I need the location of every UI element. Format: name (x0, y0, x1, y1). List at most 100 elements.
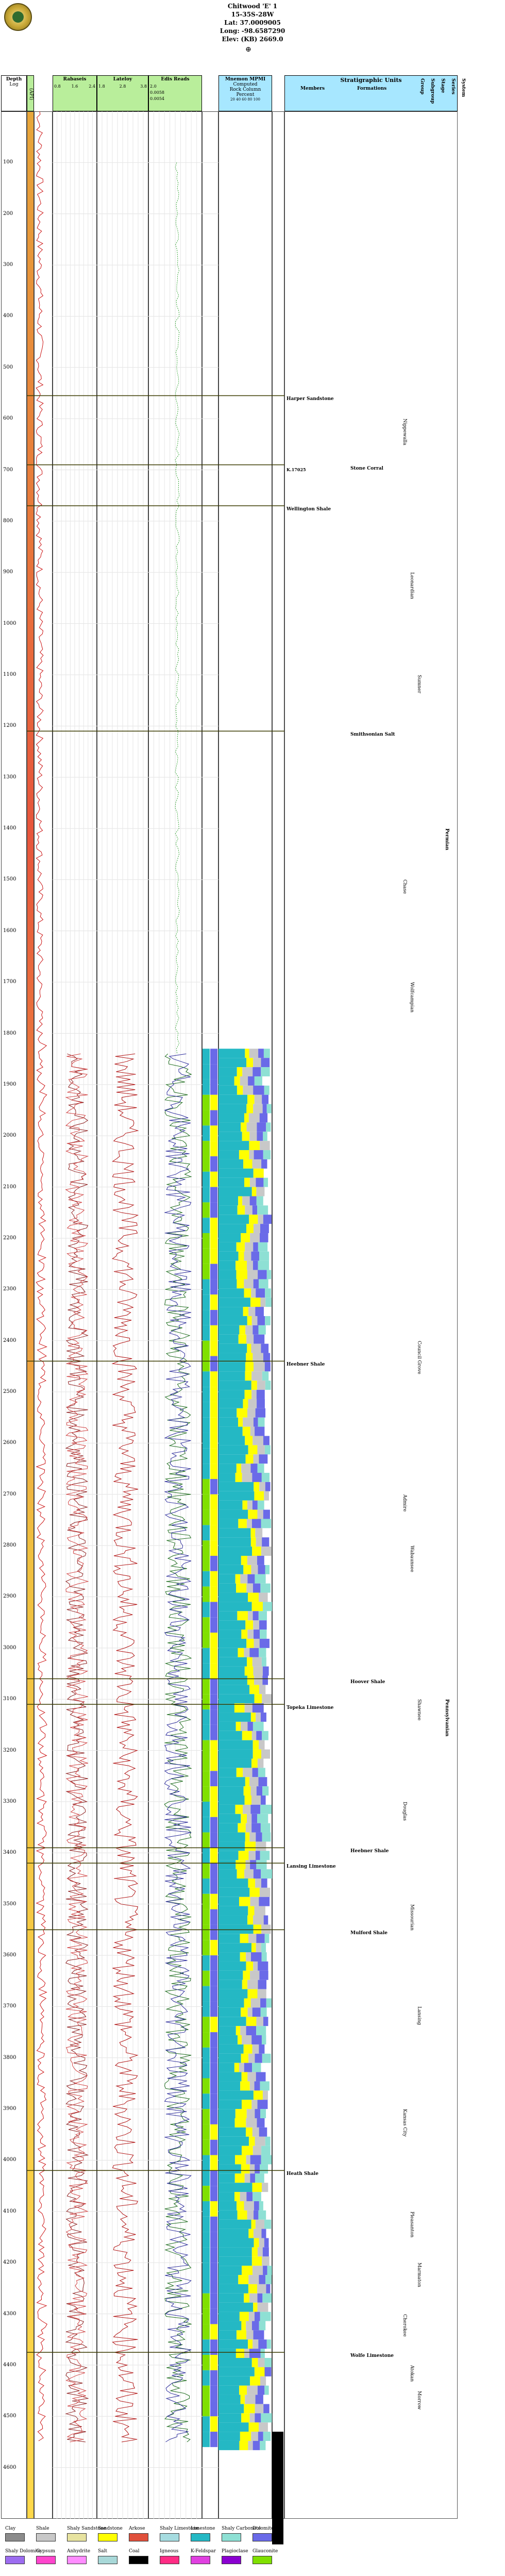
lith-band (263, 1150, 271, 1159)
lith-band (261, 1749, 271, 1759)
lith-band (241, 2053, 249, 2063)
flag-block (203, 1571, 210, 1587)
flag-block (203, 1094, 210, 1110)
lith-band (243, 1417, 254, 1427)
lith-band (261, 1473, 270, 1482)
lith-band (251, 1758, 258, 1768)
depth-tick-label: 100 (3, 159, 13, 165)
lith-band (252, 1740, 259, 1750)
lith-band (236, 1768, 243, 1777)
flag-block (210, 2201, 217, 2217)
lith-band (248, 2422, 259, 2432)
flag-block (210, 1740, 217, 1756)
lith-band (218, 1657, 247, 1667)
lith-band (258, 1768, 265, 1777)
legend-label: Shaly Sandstone (67, 2526, 107, 2531)
lith-band (261, 1869, 272, 1879)
flag-block (210, 1571, 217, 1587)
legend-label: Salt (98, 2549, 108, 2554)
depth-title: Depth (6, 77, 22, 82)
lith-band (244, 1869, 254, 1879)
lith-band (248, 2284, 258, 2294)
lith-band (252, 1353, 263, 1362)
flag-block (210, 1540, 217, 1556)
lith-band (244, 2201, 254, 2211)
track3-curve-b (164, 1053, 192, 2442)
lith-band (254, 1630, 260, 1639)
lith-band (256, 1832, 262, 1842)
lith-band (218, 2422, 249, 2432)
lith-band (257, 1381, 265, 1390)
lith-band (218, 1159, 244, 1169)
lith-band (218, 1316, 247, 1325)
survey-logo (4, 3, 32, 31)
lith-band (259, 2201, 263, 2211)
lith-band (258, 2432, 263, 2441)
flag-block (203, 2032, 210, 2048)
flag-block (210, 1049, 217, 1065)
flag-block (210, 1893, 217, 1909)
lith-band (251, 2358, 258, 2367)
flag-block (210, 1678, 217, 1694)
lith-band (259, 1740, 265, 1750)
flag-block (210, 1079, 217, 1095)
lith-band (243, 1768, 252, 1777)
flag-block (203, 2186, 210, 2201)
lith-band (244, 2349, 249, 2358)
lith-band (257, 1445, 265, 1455)
flag-block (210, 1955, 217, 1971)
lith-band (256, 1943, 261, 1953)
depth-tick-label: 1400 (3, 825, 16, 832)
lith-band (244, 1796, 252, 1805)
depth-tick-label: 2300 (3, 1286, 16, 1292)
lith-band (218, 2284, 248, 2294)
flag-block (203, 1064, 210, 1079)
lith-band (251, 1390, 257, 1399)
lith-band (261, 2229, 266, 2238)
flag-block (210, 1817, 217, 1833)
lith-band (257, 1556, 264, 1565)
lith-band (244, 2063, 252, 2072)
lith-band (218, 2302, 254, 2312)
track1-header: Rabaseis 0.8 1.6 2.4 (53, 75, 97, 111)
lith-band (218, 1141, 249, 1151)
depth-tick-label: 900 (3, 569, 13, 575)
lith-band (251, 2035, 262, 2045)
legend-swatch (129, 2556, 148, 2564)
lith-band (234, 2118, 246, 2128)
lith-band (248, 2229, 254, 2238)
flag-block (210, 1909, 217, 1925)
lith-band (245, 1205, 252, 1215)
lith-band (263, 1132, 267, 1141)
flag-block (210, 2139, 217, 2155)
flag-block (203, 1325, 210, 1341)
flag-block (203, 1171, 210, 1187)
lith-band (234, 2063, 240, 2072)
lith-band (257, 1814, 268, 1823)
lith-band (248, 1307, 256, 1316)
flag-block (210, 1340, 217, 1356)
flag-block (210, 1556, 217, 1571)
lith-band (237, 1408, 247, 1418)
lith-band (218, 2395, 241, 2404)
lith-band (235, 1574, 241, 1584)
lith-band (218, 1473, 235, 1482)
lith-band (254, 1362, 265, 1372)
lith-band (235, 1804, 243, 1814)
flag-block (203, 1294, 210, 1310)
flag-block (203, 2063, 210, 2079)
lith-band (218, 2026, 236, 2036)
lith-band (259, 1638, 270, 1648)
lith-band (246, 2330, 254, 2340)
lith-band (266, 1998, 272, 2008)
well-symbol-icon: ⊕ (245, 45, 251, 54)
gamma-curve (36, 111, 47, 2441)
lith-band (247, 1408, 256, 1418)
lith-band (261, 2155, 272, 2165)
lith-band (250, 2376, 260, 2386)
flag-block (210, 2308, 217, 2324)
lith-band (248, 2275, 259, 2284)
rank-label: Stage (440, 78, 445, 93)
flag-block (210, 1617, 217, 1633)
lith-band (254, 1491, 264, 1501)
